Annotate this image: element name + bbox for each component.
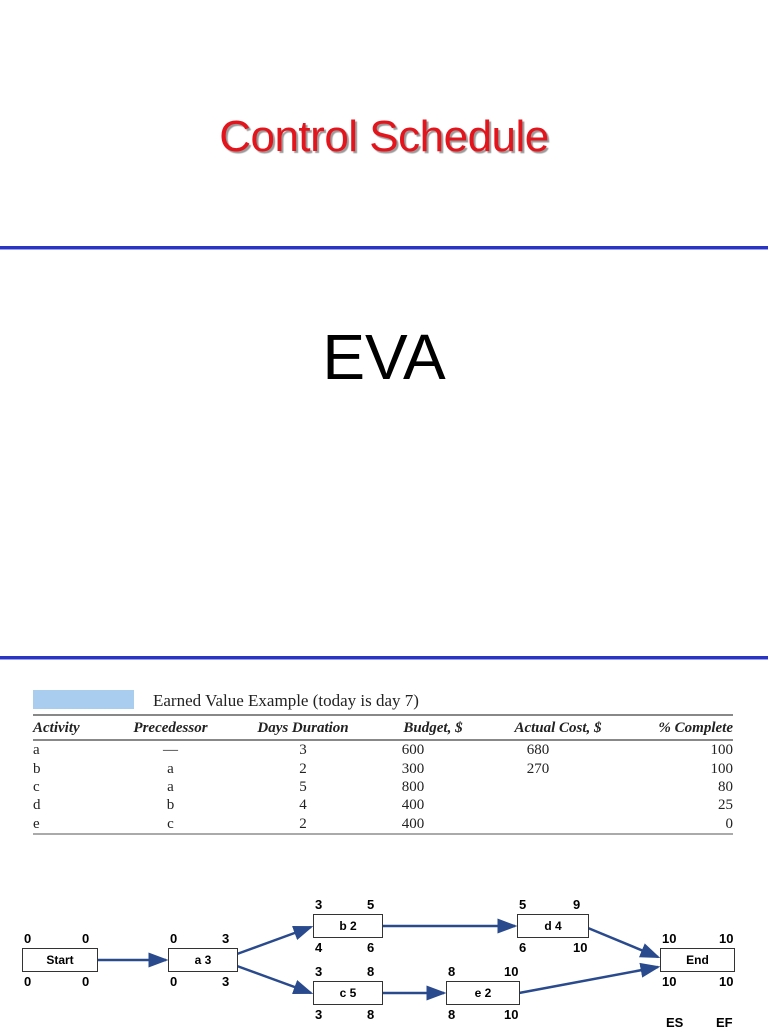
cell-predecessor: c bbox=[113, 814, 228, 835]
node-c-lf: 8 bbox=[367, 1007, 375, 1022]
cell-budget: 400 bbox=[378, 814, 488, 835]
node-end-ls: 10 bbox=[662, 974, 677, 989]
col-percent-complete: % Complete bbox=[628, 714, 733, 741]
arrow-a-b bbox=[236, 925, 314, 956]
node-end: End bbox=[660, 948, 735, 972]
node-a-ef: 3 bbox=[222, 931, 230, 946]
cell-activity: c bbox=[33, 778, 40, 795]
node-e: e 2 bbox=[446, 981, 520, 1005]
cell-activity: a bbox=[33, 742, 40, 759]
cell-percent-complete: 100 bbox=[710, 742, 734, 759]
cell-budget: 800 bbox=[401, 778, 425, 795]
cell-activity: e bbox=[33, 814, 113, 835]
node-b: b 2 bbox=[313, 914, 383, 938]
node-b-ls: 4 bbox=[315, 940, 323, 955]
node-c: c 5 bbox=[313, 981, 383, 1005]
cell-budget: 600 bbox=[401, 742, 425, 759]
node-c-es: 3 bbox=[315, 964, 323, 979]
arrow-d-end bbox=[587, 926, 661, 959]
cell-duration: 4 bbox=[299, 797, 307, 814]
slide-subtitle: EVA bbox=[322, 321, 446, 393]
cell-percent-complete: 0 bbox=[628, 814, 733, 835]
node-start-ls: 0 bbox=[24, 974, 32, 989]
node-d-ef: 9 bbox=[573, 897, 581, 912]
cell-budget: 400 bbox=[401, 797, 425, 814]
node-a-es: 0 bbox=[170, 931, 178, 946]
node-e-ef: 10 bbox=[504, 964, 519, 979]
node-d-lf: 10 bbox=[573, 940, 588, 955]
cell-activity: b bbox=[33, 760, 41, 777]
divider-bottom bbox=[0, 656, 768, 660]
node-start-ef: 0 bbox=[82, 931, 90, 946]
node-e-lf: 10 bbox=[504, 1007, 519, 1022]
table-caption: Earned Value Example (today is day 7) bbox=[153, 691, 419, 710]
arrow-a-c bbox=[236, 964, 314, 995]
arrow-e-end bbox=[518, 962, 661, 995]
col-duration: Days Duration bbox=[228, 714, 378, 741]
table-header-row: Activity Precedessor Days Duration Budge… bbox=[33, 714, 733, 741]
legend-ef: EF bbox=[716, 1015, 733, 1030]
cell-activity: d bbox=[33, 797, 41, 814]
cell-predecessor: a bbox=[167, 760, 174, 777]
cell-percent-complete: 100 bbox=[710, 760, 734, 777]
table-row: c a 5 800 80 bbox=[33, 778, 733, 796]
col-activity: Activity bbox=[33, 714, 113, 741]
col-budget: Budget, $ bbox=[378, 714, 488, 741]
cell-duration: 2 bbox=[228, 814, 378, 835]
cell-actual-cost: 270 bbox=[526, 760, 550, 777]
node-c-ef: 8 bbox=[367, 964, 375, 979]
table-row: a — 3 600 680 100 bbox=[33, 740, 733, 759]
node-end-lf: 10 bbox=[719, 974, 734, 989]
cell-actual-cost bbox=[488, 796, 628, 814]
cell-actual-cost bbox=[488, 814, 628, 835]
cell-percent-complete: 80 bbox=[718, 778, 733, 795]
col-predecessor: Precedessor bbox=[113, 714, 228, 741]
node-start-es: 0 bbox=[24, 931, 32, 946]
cell-duration: 3 bbox=[299, 742, 307, 759]
cell-actual-cost: 680 bbox=[526, 742, 550, 759]
node-start: Start bbox=[22, 948, 98, 972]
divider-top bbox=[0, 246, 768, 250]
node-b-lf: 6 bbox=[367, 940, 375, 955]
node-a-ls: 0 bbox=[170, 974, 178, 989]
node-d: d 4 bbox=[517, 914, 589, 938]
cell-duration: 5 bbox=[299, 778, 307, 795]
node-a: a 3 bbox=[168, 948, 238, 972]
legend-es: ES bbox=[666, 1015, 684, 1030]
node-d-es: 5 bbox=[519, 897, 527, 912]
node-e-ls: 8 bbox=[448, 1007, 456, 1022]
table-label-swatch bbox=[33, 690, 134, 709]
node-start-lf: 0 bbox=[82, 974, 90, 989]
node-a-lf: 3 bbox=[222, 974, 230, 989]
table-row: b a 2 300 270 100 bbox=[33, 759, 733, 777]
cell-predecessor: b bbox=[166, 797, 175, 814]
cell-percent-complete: 25 bbox=[718, 797, 733, 814]
cell-budget: 300 bbox=[401, 760, 425, 777]
slide-title: Control Schedule bbox=[219, 112, 549, 161]
node-e-es: 8 bbox=[448, 964, 456, 979]
cell-predecessor: — bbox=[163, 742, 178, 759]
node-end-ef: 10 bbox=[719, 931, 734, 946]
table-row: d b 4 400 25 bbox=[33, 796, 733, 814]
cell-predecessor: a bbox=[167, 778, 174, 795]
node-b-ef: 5 bbox=[367, 897, 375, 912]
node-b-es: 3 bbox=[315, 897, 323, 912]
node-d-ls: 6 bbox=[519, 940, 527, 955]
table-row: e c 2 400 0 bbox=[33, 814, 733, 835]
col-actual-cost: Actual Cost, $ bbox=[488, 714, 628, 741]
node-end-es: 10 bbox=[662, 931, 677, 946]
node-c-ls: 3 bbox=[315, 1007, 323, 1022]
cell-actual-cost bbox=[488, 778, 628, 796]
cell-duration: 2 bbox=[299, 760, 307, 777]
network-arrows bbox=[96, 918, 661, 1001]
